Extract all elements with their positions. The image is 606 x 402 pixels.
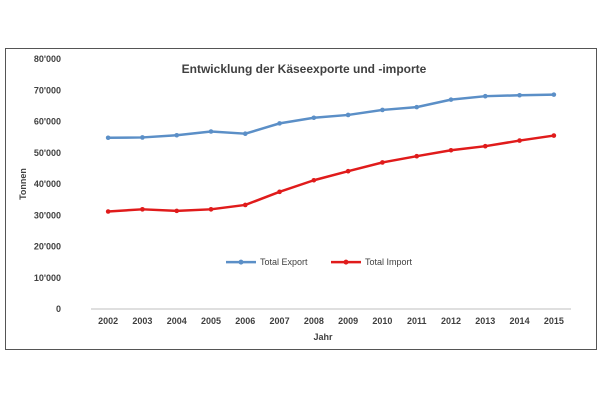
data-point bbox=[448, 147, 454, 153]
x-tick-label: 2011 bbox=[407, 316, 427, 326]
x-tick-label: 2015 bbox=[544, 316, 564, 326]
data-point bbox=[105, 135, 111, 141]
data-point bbox=[448, 97, 454, 102]
data-point bbox=[345, 112, 351, 118]
x-tick-label: 2003 bbox=[132, 316, 152, 326]
x-tick-label: 2006 bbox=[235, 316, 255, 326]
x-tick-label: 2005 bbox=[201, 316, 221, 326]
x-tick-label: 2014 bbox=[510, 316, 530, 326]
series-import bbox=[105, 133, 557, 214]
data-point bbox=[380, 107, 385, 113]
data-point bbox=[345, 168, 351, 174]
data-point bbox=[551, 92, 557, 97]
legend-label: Total Import bbox=[365, 257, 413, 267]
data-point bbox=[482, 93, 488, 99]
data-point bbox=[482, 143, 488, 149]
legend-marker bbox=[343, 259, 349, 265]
x-tick-label: 2013 bbox=[475, 316, 495, 326]
series-line bbox=[108, 134, 555, 213]
data-point bbox=[208, 129, 214, 134]
legend-marker bbox=[238, 259, 244, 265]
data-point bbox=[311, 115, 317, 121]
x-axis-label: Jahr bbox=[313, 332, 333, 342]
data-point bbox=[517, 138, 522, 143]
data-point bbox=[551, 133, 557, 138]
data-point bbox=[277, 189, 282, 195]
x-tick-label: 2009 bbox=[338, 316, 358, 326]
data-point bbox=[140, 207, 145, 212]
y-tick-label: 40'000 bbox=[34, 179, 61, 189]
data-point bbox=[105, 209, 111, 214]
data-point bbox=[242, 202, 248, 208]
line-chart: Entwicklung der Käseexporte und -importe… bbox=[18, 54, 571, 342]
legend-item: Total Export bbox=[226, 257, 308, 267]
series-line bbox=[108, 93, 554, 139]
series-export bbox=[105, 92, 557, 141]
x-tick-label: 2004 bbox=[167, 316, 187, 326]
chart-frame: Entwicklung der Käseexporte und -importe… bbox=[5, 48, 597, 350]
data-point bbox=[174, 132, 180, 138]
data-point bbox=[277, 121, 282, 126]
data-point bbox=[311, 177, 317, 183]
y-tick-label: 20'000 bbox=[34, 242, 61, 252]
data-point bbox=[174, 208, 180, 214]
y-tick-label: 0 bbox=[56, 304, 61, 314]
data-point bbox=[208, 207, 214, 212]
legend-label: Total Export bbox=[260, 257, 308, 267]
x-tick-label: 2012 bbox=[441, 316, 461, 326]
legend-item: Total Import bbox=[331, 257, 413, 267]
x-tick-label: 2002 bbox=[98, 316, 118, 326]
data-point bbox=[414, 104, 420, 110]
data-point bbox=[140, 135, 145, 140]
chart-title: Entwicklung der Käseexporte und -importe bbox=[182, 62, 427, 76]
x-tick-label: 2007 bbox=[270, 316, 290, 326]
data-point bbox=[517, 92, 522, 98]
y-tick-label: 80'000 bbox=[34, 54, 61, 64]
y-tick-label: 30'000 bbox=[34, 210, 61, 220]
y-axis-label: Tonnen bbox=[18, 168, 28, 200]
x-tick-label: 2008 bbox=[304, 316, 324, 326]
y-tick-label: 70'000 bbox=[34, 85, 61, 95]
x-tick-label: 2010 bbox=[372, 316, 392, 326]
y-tick-label: 60'000 bbox=[34, 117, 61, 127]
y-tick-label: 10'000 bbox=[34, 273, 61, 283]
data-point bbox=[380, 160, 385, 165]
data-point bbox=[414, 153, 420, 159]
data-point bbox=[242, 131, 248, 136]
y-tick-label: 50'000 bbox=[34, 148, 61, 158]
